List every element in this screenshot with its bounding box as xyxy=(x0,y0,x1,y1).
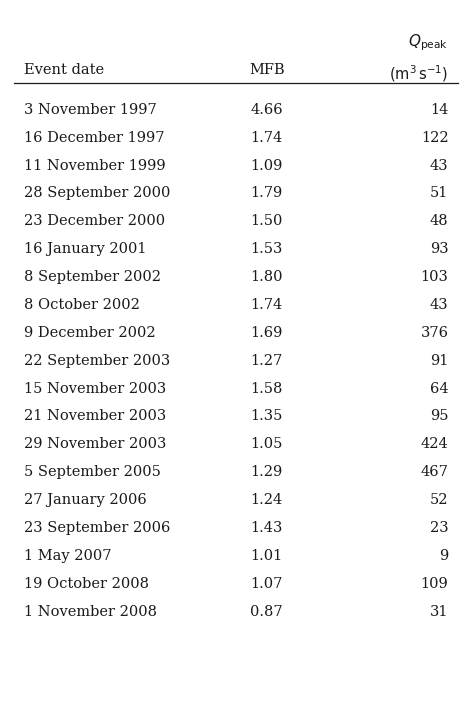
Text: 1.07: 1.07 xyxy=(251,576,283,591)
Text: 3 November 1997: 3 November 1997 xyxy=(24,103,156,117)
Text: 1.43: 1.43 xyxy=(251,521,283,535)
Text: 14: 14 xyxy=(430,103,448,117)
Text: 31: 31 xyxy=(430,605,448,618)
Text: 15 November 2003: 15 November 2003 xyxy=(24,382,166,395)
Text: 51: 51 xyxy=(430,187,448,201)
Text: 1.50: 1.50 xyxy=(251,214,283,228)
Text: 1.27: 1.27 xyxy=(251,354,283,368)
Text: 1.09: 1.09 xyxy=(251,159,283,172)
Text: 467: 467 xyxy=(421,465,448,479)
Text: 48: 48 xyxy=(430,214,448,228)
Text: 11 November 1999: 11 November 1999 xyxy=(24,159,165,172)
Text: 95: 95 xyxy=(430,410,448,424)
Text: 16 December 1997: 16 December 1997 xyxy=(24,131,164,145)
Text: 1.74: 1.74 xyxy=(251,298,283,312)
Text: 52: 52 xyxy=(430,493,448,507)
Text: 22 September 2003: 22 September 2003 xyxy=(24,354,170,368)
Text: 9 December 2002: 9 December 2002 xyxy=(24,326,155,340)
Text: 1.01: 1.01 xyxy=(251,549,283,563)
Text: 28 September 2000: 28 September 2000 xyxy=(24,187,170,201)
Text: 23 December 2000: 23 December 2000 xyxy=(24,214,165,228)
Text: 16 January 2001: 16 January 2001 xyxy=(24,242,146,256)
Text: 4.66: 4.66 xyxy=(250,103,283,117)
Text: 23 September 2006: 23 September 2006 xyxy=(24,521,170,535)
Text: 376: 376 xyxy=(421,326,448,340)
Text: 19 October 2008: 19 October 2008 xyxy=(24,576,149,591)
Text: 1 May 2007: 1 May 2007 xyxy=(24,549,111,563)
Text: 122: 122 xyxy=(421,131,448,145)
Text: 1.24: 1.24 xyxy=(251,493,283,507)
Text: 1 November 2008: 1 November 2008 xyxy=(24,605,157,618)
Text: 1.79: 1.79 xyxy=(251,187,283,201)
Text: 1.58: 1.58 xyxy=(251,382,283,395)
Text: 5 September 2005: 5 September 2005 xyxy=(24,465,160,479)
Text: 64: 64 xyxy=(430,382,448,395)
Text: 43: 43 xyxy=(430,159,448,172)
Text: 8 October 2002: 8 October 2002 xyxy=(24,298,139,312)
Text: 43: 43 xyxy=(430,298,448,312)
Text: 93: 93 xyxy=(430,242,448,256)
Text: 1.29: 1.29 xyxy=(251,465,283,479)
Text: 29 November 2003: 29 November 2003 xyxy=(24,437,166,451)
Text: 27 January 2006: 27 January 2006 xyxy=(24,493,146,507)
Text: 91: 91 xyxy=(430,354,448,368)
Text: 9: 9 xyxy=(439,549,448,563)
Text: 1.35: 1.35 xyxy=(251,410,283,424)
Text: $(\mathrm{m}^{3}\,\mathrm{s}^{-1})$: $(\mathrm{m}^{3}\,\mathrm{s}^{-1})$ xyxy=(389,63,448,84)
Text: 1.05: 1.05 xyxy=(251,437,283,451)
Text: 1.74: 1.74 xyxy=(251,131,283,145)
Text: 1.53: 1.53 xyxy=(251,242,283,256)
Text: 424: 424 xyxy=(421,437,448,451)
Text: 21 November 2003: 21 November 2003 xyxy=(24,410,166,424)
Text: 1.69: 1.69 xyxy=(251,326,283,340)
Text: 0.87: 0.87 xyxy=(250,605,283,618)
Text: 23: 23 xyxy=(430,521,448,535)
Text: MFB: MFB xyxy=(249,63,285,77)
Text: $\mathit{Q}_{\rm peak}$: $\mathit{Q}_{\rm peak}$ xyxy=(408,33,448,53)
Text: 103: 103 xyxy=(421,270,448,284)
Text: 109: 109 xyxy=(421,576,448,591)
Text: 1.80: 1.80 xyxy=(251,270,283,284)
Text: Event date: Event date xyxy=(24,63,104,77)
Text: 8 September 2002: 8 September 2002 xyxy=(24,270,160,284)
